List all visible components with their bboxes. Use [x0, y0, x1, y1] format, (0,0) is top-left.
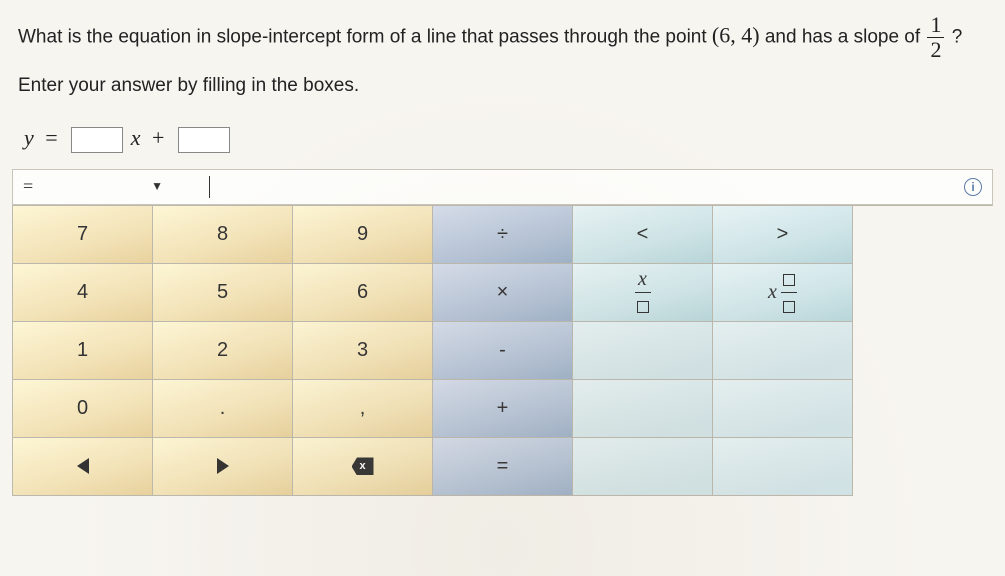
- slope-input[interactable]: [71, 127, 123, 153]
- key-left[interactable]: [13, 438, 153, 496]
- key-blank-r3c5: [573, 322, 713, 380]
- key-blank-r4c6: [713, 380, 853, 438]
- key-right[interactable]: [153, 438, 293, 496]
- intercept-input[interactable]: [178, 127, 230, 153]
- equation-equals: =: [39, 125, 63, 150]
- key-2[interactable]: 2: [153, 322, 293, 380]
- fraction-bar-icon: [635, 292, 651, 293]
- equation-template: y = x +: [0, 121, 1005, 161]
- key-4[interactable]: 4: [13, 264, 153, 322]
- equation-x: x: [131, 125, 141, 150]
- instruction-text: Enter your answer by filling in the boxe…: [0, 65, 1005, 121]
- arrow-right-icon: [217, 458, 229, 474]
- key-blank-r5c6: [713, 438, 853, 496]
- key-blank-r3c6: [713, 322, 853, 380]
- backspace-icon: x: [352, 457, 374, 475]
- point-value: (6, 4): [712, 23, 760, 48]
- key-5[interactable]: 5: [153, 264, 293, 322]
- fraction-bar-icon: [781, 292, 797, 293]
- key-x-over-box[interactable]: x: [573, 264, 713, 322]
- key-3[interactable]: 3: [293, 322, 433, 380]
- arrow-left-icon: [77, 458, 89, 474]
- key-7[interactable]: 7: [13, 206, 153, 264]
- slope-numerator: 1: [927, 14, 944, 38]
- key-divide[interactable]: ÷: [433, 206, 573, 264]
- key-add[interactable]: +: [433, 380, 573, 438]
- question-mid: and has a slope of: [765, 27, 926, 48]
- display-cursor: [209, 176, 210, 198]
- keypad: 7 8 9 ÷ < > 4 5 6 × x x 1 2 3 - 0 . , +: [12, 205, 993, 496]
- key-6[interactable]: 6: [293, 264, 433, 322]
- key-x-over-box-denominator: [637, 295, 649, 317]
- display-dropdown-icon[interactable]: ▼: [151, 179, 163, 194]
- key-blank-r5c5: [573, 438, 713, 496]
- key-8[interactable]: 8: [153, 206, 293, 264]
- key-dot[interactable]: .: [153, 380, 293, 438]
- equation-y: y: [24, 125, 34, 150]
- question-suffix: ?: [952, 27, 963, 48]
- key-x-over-box-numerator: x: [638, 268, 647, 290]
- key-equals[interactable]: =: [433, 438, 573, 496]
- info-icon[interactable]: i: [964, 178, 982, 196]
- key-1[interactable]: 1: [13, 322, 153, 380]
- key-x-times-frac-num: [783, 268, 795, 290]
- key-x-times-frac-x: x: [768, 281, 777, 304]
- key-subtract[interactable]: -: [433, 322, 573, 380]
- slope-denominator: 2: [927, 38, 944, 61]
- equation-plus: +: [146, 125, 170, 150]
- question-prefix: What is the equation in slope-intercept …: [18, 27, 712, 48]
- display-equals: =: [23, 176, 33, 197]
- key-lessthan[interactable]: <: [573, 206, 713, 264]
- key-x-times-frac-den: [783, 295, 795, 317]
- key-comma[interactable]: ,: [293, 380, 433, 438]
- key-0[interactable]: 0: [13, 380, 153, 438]
- key-x-times-frac[interactable]: x: [713, 264, 853, 322]
- key-backspace[interactable]: x: [293, 438, 433, 496]
- slope-fraction: 1 2: [925, 14, 946, 61]
- key-9[interactable]: 9: [293, 206, 433, 264]
- key-multiply[interactable]: ×: [433, 264, 573, 322]
- question-text: What is the equation in slope-intercept …: [0, 0, 1005, 65]
- display-bar[interactable]: = ▼ i: [12, 169, 993, 205]
- key-blank-r4c5: [573, 380, 713, 438]
- key-greaterthan[interactable]: >: [713, 206, 853, 264]
